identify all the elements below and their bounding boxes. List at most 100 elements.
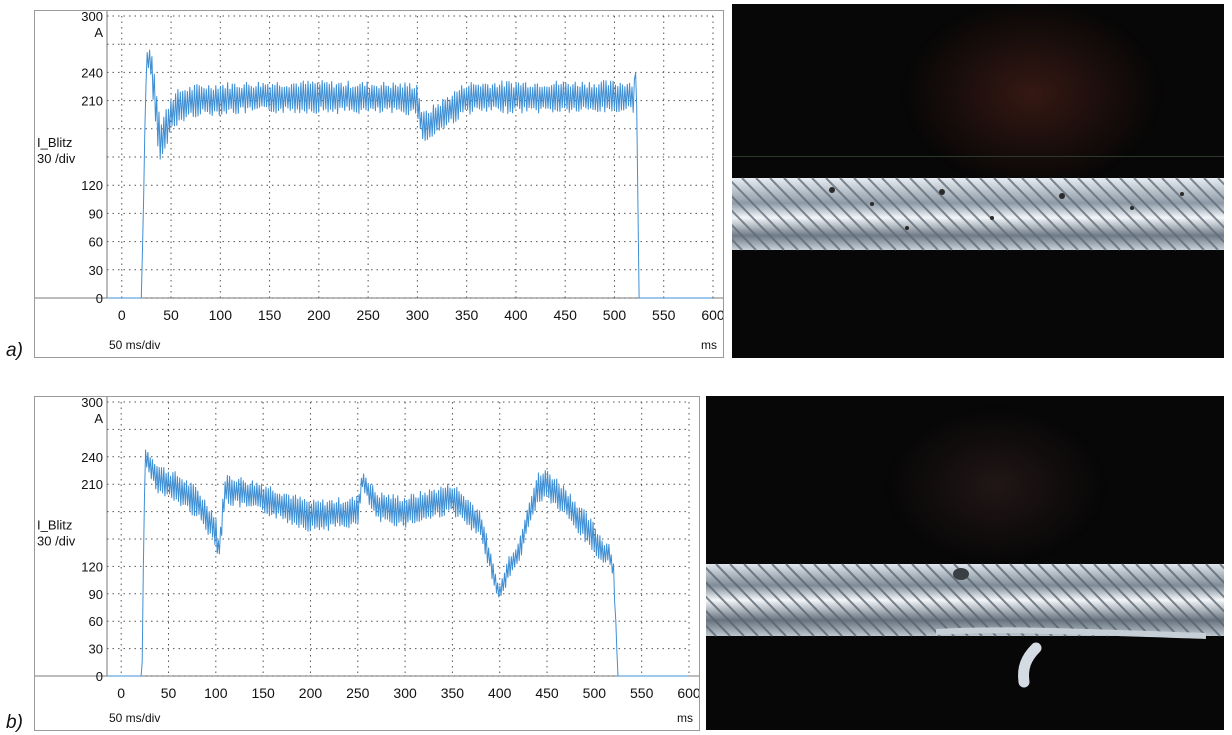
cable-strand: [1049, 177, 1121, 251]
cable-strand: [1107, 563, 1179, 637]
cable-strand: [881, 177, 953, 251]
cable-strand: [883, 563, 955, 637]
x-tick-label: 550: [630, 685, 654, 701]
x-tick-label: 150: [258, 307, 282, 323]
cable-strand: [813, 563, 885, 637]
cable-strand: [757, 563, 829, 637]
cable-strand: [1175, 177, 1224, 229]
cable-strand: [867, 177, 939, 251]
x-tick-label: 450: [535, 685, 559, 701]
cable-strand: [925, 563, 997, 637]
cable-strand: [1007, 177, 1079, 251]
x-tick-label: 350: [455, 307, 479, 323]
oscilloscope-chart-a: 0 30 60 90 120 210 240 300 A I_Blitz 30 /div 0 50 100…: [34, 9, 725, 358]
cable-strand: [1133, 177, 1205, 251]
cable-strand: [743, 563, 815, 637]
x-tick-label: 100: [209, 307, 233, 323]
x-tick-label: 250: [356, 307, 380, 323]
cable-strand: [741, 177, 813, 251]
cable-strand: [1163, 563, 1224, 628]
cable-strand: [1079, 563, 1151, 637]
y-tick-label: 300: [81, 397, 103, 410]
cable-strand: [939, 563, 1011, 637]
cable-strand: [1091, 177, 1163, 251]
x-unit-label: ms: [701, 338, 717, 352]
cable-strand: [995, 563, 1067, 637]
cable-strand: [769, 177, 841, 251]
y-tick-label: 0: [96, 291, 103, 306]
cable-strand: [827, 563, 899, 637]
cable-strand: [1023, 563, 1095, 637]
cable-strand: [706, 595, 745, 637]
cable-strand: [1065, 563, 1137, 637]
cable-strand: [839, 177, 911, 251]
cable-strand: [1051, 563, 1123, 637]
x-tick-label: 450: [554, 307, 578, 323]
x-scale-label: 50 ms/div: [109, 338, 160, 352]
y-tick-label: 240: [81, 450, 103, 465]
cable-strand: [1035, 177, 1107, 251]
cable-strand: [1177, 563, 1224, 613]
cable-image-b: [706, 396, 1224, 730]
cable-strand: [732, 209, 771, 251]
cable-strand: [755, 177, 827, 251]
cable-strand: [853, 177, 925, 251]
cable-strand: [911, 563, 983, 637]
x-tick-label: 600: [677, 685, 699, 701]
panel-label-a: a): [6, 340, 23, 361]
cable-strand: [732, 223, 757, 251]
cable-strand: [1161, 177, 1224, 244]
cable-strand: [855, 563, 927, 637]
cable-strand: [841, 563, 913, 637]
cable-strand: [1135, 563, 1207, 637]
cable-strand: [1203, 177, 1224, 201]
cable-strand: [895, 177, 967, 251]
cable-strand: [897, 563, 969, 637]
y-tick-label: 30: [89, 263, 103, 278]
grid: [107, 401, 690, 677]
y-tick-label: 60: [89, 235, 103, 250]
y-scale-label: 30 /div: [37, 533, 76, 548]
cable-photo-a: [732, 4, 1224, 358]
cable-strand: [706, 581, 759, 637]
y-tick-label: 90: [89, 206, 103, 221]
x-tick-label: 50: [161, 685, 177, 701]
cable-photo-b: [706, 396, 1224, 730]
cable-strand: [1063, 177, 1135, 251]
y-tick-label: 0: [96, 669, 103, 684]
cable-strand: [729, 563, 801, 637]
x-tick-label: 50: [163, 307, 179, 323]
cable-strand: [797, 177, 869, 251]
cable-strand: [1077, 177, 1149, 251]
y-tick-label: 30: [89, 642, 103, 657]
x-tick-label: 300: [406, 307, 430, 323]
x-tick-label: 150: [251, 685, 275, 701]
cable-strand: [1009, 563, 1081, 637]
cable-image-a: [732, 4, 1224, 358]
cable-strand: [783, 177, 855, 251]
current-waveform-series: [107, 49, 713, 299]
x-tick-label: 0: [117, 685, 125, 701]
cable-strand: [1121, 563, 1193, 637]
y-tick-label: 60: [89, 614, 103, 629]
x-tick-label: 400: [504, 307, 528, 323]
x-tick-label: 100: [204, 685, 228, 701]
cable-strand: [909, 177, 981, 251]
current-waveform-series: [107, 449, 689, 677]
cable-strand: [1037, 563, 1109, 637]
cable-strand: [993, 177, 1065, 251]
y-tick-label: 210: [81, 477, 103, 492]
cable-strand: [771, 563, 843, 637]
cable-strand: [1189, 177, 1224, 215]
grid: [107, 15, 714, 299]
cable-strand: [869, 563, 941, 637]
cable-strand: [706, 609, 731, 637]
cable-strand: [951, 177, 1023, 251]
cable-strand: [1147, 177, 1219, 251]
cable-strand: [732, 180, 799, 251]
x-tick-label: 250: [346, 685, 370, 701]
y-tick-label: 90: [89, 587, 103, 602]
cable-strand: [715, 563, 787, 637]
